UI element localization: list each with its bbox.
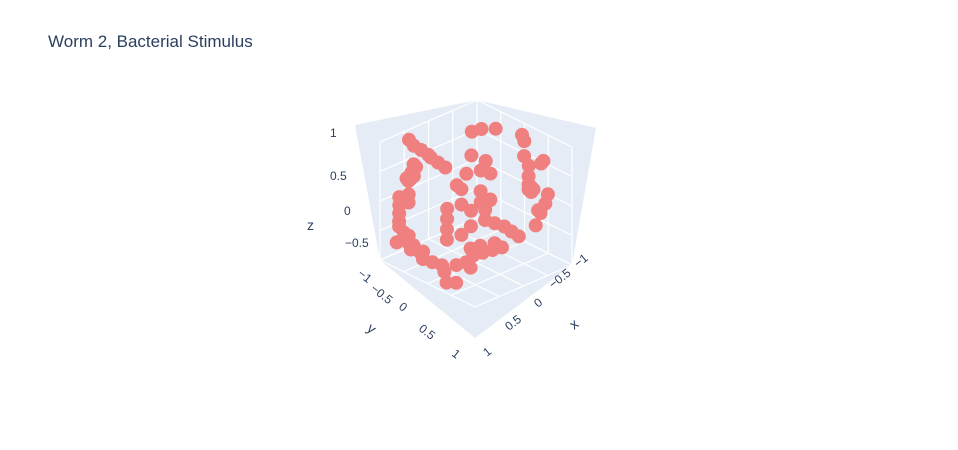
y-tick-1: 1	[449, 346, 463, 361]
left-pane-grid-z	[379, 99, 478, 143]
data-point	[473, 184, 488, 199]
data-point	[463, 219, 478, 234]
data-point	[464, 203, 479, 218]
z-tick-1: 1	[330, 126, 337, 140]
y-tick-neg0.5: −0.5	[368, 281, 396, 307]
data-point	[517, 134, 532, 149]
y-axis-label: y	[364, 320, 379, 337]
data-point	[536, 153, 551, 168]
data-point	[454, 227, 469, 242]
y-tick-neg1: −1	[355, 266, 375, 286]
data-point	[464, 148, 479, 163]
data-point	[497, 219, 512, 234]
z-tick-0.5: 0.5	[330, 169, 347, 183]
data-point	[389, 235, 404, 250]
data-point	[439, 232, 454, 247]
data-point	[449, 258, 464, 273]
data-point	[440, 212, 455, 226]
x-axis-label: x	[566, 315, 581, 332]
x-tick-0.5: 0.5	[502, 312, 524, 334]
data-point	[463, 260, 478, 275]
data-point	[488, 121, 503, 136]
data-point	[449, 275, 464, 290]
z-tick-0: 0	[344, 204, 351, 218]
floor-grid-x	[474, 264, 573, 308]
data-point	[406, 138, 421, 153]
data-point	[521, 182, 536, 197]
data-point	[464, 124, 479, 139]
data-point	[440, 201, 455, 216]
data-point	[483, 166, 498, 181]
data-point	[437, 264, 452, 279]
data-point	[403, 171, 418, 186]
floor-grid-y	[379, 259, 476, 308]
data-markers	[389, 121, 555, 290]
x-tick-neg1: −1	[571, 251, 591, 271]
data-point	[440, 222, 454, 237]
y-tick-0.5: 0.5	[416, 321, 438, 343]
floor-grid-y	[428, 238, 524, 287]
data-point	[531, 203, 546, 218]
data-point	[521, 158, 536, 173]
data-point	[528, 218, 543, 233]
z-axis-label: z	[307, 217, 314, 233]
data-point	[463, 241, 478, 256]
data-point	[487, 236, 502, 251]
x-tick-1: 1	[480, 344, 494, 359]
y-tick-0: 0	[396, 299, 410, 314]
data-point	[478, 202, 493, 217]
z-tick-neg0.5: −0.5	[345, 236, 369, 250]
x-tick-0: 0	[531, 295, 545, 310]
chart-title: Worm 2, Bacterial Stimulus	[48, 32, 253, 51]
right-pane-grid-z	[476, 99, 573, 148]
data-point	[406, 157, 421, 172]
data-point	[459, 166, 474, 181]
data-point	[401, 195, 416, 210]
data-point	[454, 182, 469, 197]
floor-grid-x	[451, 252, 549, 296]
